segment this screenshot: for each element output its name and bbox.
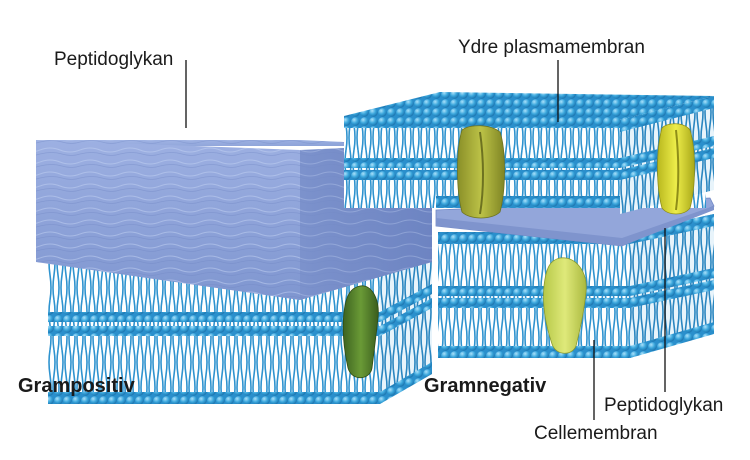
cell-membrane-protein bbox=[543, 257, 587, 354]
gram-negative-structure bbox=[344, 92, 715, 358]
outer-membrane-porin-left bbox=[457, 125, 505, 219]
label-gram-negative: Gramnegativ bbox=[424, 375, 547, 397]
label-gram-negative-peptidoglycan: Peptidoglykan bbox=[604, 395, 724, 416]
gram-negative-cell-membrane bbox=[438, 214, 714, 358]
label-cell-membrane: Cellemembran bbox=[534, 423, 658, 444]
gram-positive-membrane-protein bbox=[342, 285, 379, 379]
outer-membrane-porin-right bbox=[657, 123, 695, 215]
label-gram-positive-peptidoglycan: Peptidoglykan bbox=[54, 49, 174, 70]
label-gram-positive: Grampositiv bbox=[18, 375, 135, 397]
leader-lines bbox=[185, 60, 666, 420]
peptidoglycan-sheet-edge bbox=[436, 206, 714, 246]
porin-channel-right bbox=[675, 129, 680, 211]
label-outer-plasma-membrane: Ydre plasmamembran bbox=[458, 37, 645, 58]
porin-channel-left bbox=[479, 131, 484, 215]
